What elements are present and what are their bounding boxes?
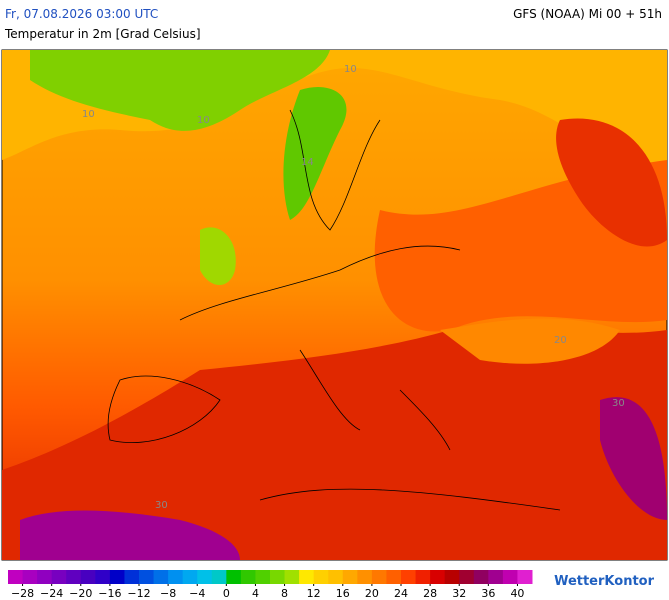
contour-label: 30	[612, 398, 625, 409]
color-swatch	[342, 570, 358, 584]
sahara-hot-area	[20, 510, 240, 560]
color-swatch	[37, 570, 53, 584]
map	[1, 49, 668, 561]
britain-cool-area	[200, 227, 236, 285]
brand-logo: WetterKontor	[554, 574, 655, 589]
color-swatch	[226, 570, 242, 584]
color-swatch	[517, 570, 533, 584]
color-swatch	[502, 570, 518, 584]
model-run: GFS (NOAA) Mi 00 + 51h	[513, 7, 662, 21]
color-swatch	[270, 570, 286, 584]
color-swatch	[124, 570, 140, 584]
tick-label: 32	[452, 587, 466, 600]
tick-label: −20	[69, 587, 92, 600]
color-swatch	[430, 570, 446, 584]
iberia-coast	[107, 375, 221, 443]
tick-label: 20	[365, 587, 379, 600]
color-swatch	[415, 570, 431, 584]
tick-label: −28	[11, 587, 34, 600]
scandinavia-cool-area	[283, 86, 347, 221]
color-swatch	[488, 570, 504, 584]
tick-label: 8	[281, 587, 288, 600]
contour-label: 10	[344, 64, 357, 75]
color-swatch	[357, 570, 373, 584]
tick-label: −8	[160, 587, 176, 600]
tick-label: −24	[40, 587, 63, 600]
color-swatch	[22, 570, 38, 584]
contour-label: 20	[554, 335, 567, 346]
tick-label: 12	[307, 587, 321, 600]
contour-label: 14	[301, 157, 314, 168]
color-swatch	[444, 570, 460, 584]
color-swatch	[328, 570, 344, 584]
tick-label: −16	[98, 587, 121, 600]
coastlines	[179, 109, 561, 511]
subtitle: Temperatur in 2m [Grad Celsius]	[4, 27, 201, 41]
arabia-hot-area	[600, 397, 667, 520]
tick-label: −12	[127, 587, 150, 600]
color-swatch	[211, 570, 227, 584]
color-swatch	[255, 570, 271, 584]
color-swatch	[299, 570, 315, 584]
tick-label: 16	[336, 587, 350, 600]
tick-label: −4	[189, 587, 205, 600]
color-swatch	[401, 570, 417, 584]
colorbar: −28 −24 −20 −16 −12 −8 −4 0 4 8 12 16 20 24 28 32 36 40	[8, 570, 533, 600]
color-swatch	[240, 570, 256, 584]
color-swatch	[182, 570, 198, 584]
color-swatch	[473, 570, 489, 584]
tick-label: 40	[510, 587, 524, 600]
tick-label: 36	[481, 587, 495, 600]
color-swatch	[153, 570, 169, 584]
color-swatch	[459, 570, 475, 584]
color-swatch	[51, 570, 67, 584]
color-swatch	[197, 570, 213, 584]
tick-label: 4	[252, 587, 259, 600]
contour-label: 10	[82, 109, 95, 120]
color-swatch	[168, 570, 184, 584]
contour-label: 10	[197, 115, 210, 126]
color-swatch	[8, 570, 24, 584]
russia-hot-area	[556, 118, 667, 247]
color-swatch	[313, 570, 329, 584]
color-swatch	[386, 570, 402, 584]
forecast-time: Fr, 07.08.2026 03:00 UTC	[5, 7, 158, 21]
color-swatch	[95, 570, 111, 584]
tick-label: 0	[223, 587, 230, 600]
arctic-cool-area	[30, 50, 330, 131]
tick-label: 28	[423, 587, 437, 600]
color-swatch	[371, 570, 387, 584]
tick-label: 24	[394, 587, 408, 600]
color-swatch	[109, 570, 125, 584]
contour-label: 30	[155, 500, 168, 511]
color-swatch	[66, 570, 82, 584]
color-swatch	[80, 570, 96, 584]
anatolia-area	[440, 318, 620, 364]
color-swatch	[139, 570, 155, 584]
color-swatch	[284, 570, 300, 584]
